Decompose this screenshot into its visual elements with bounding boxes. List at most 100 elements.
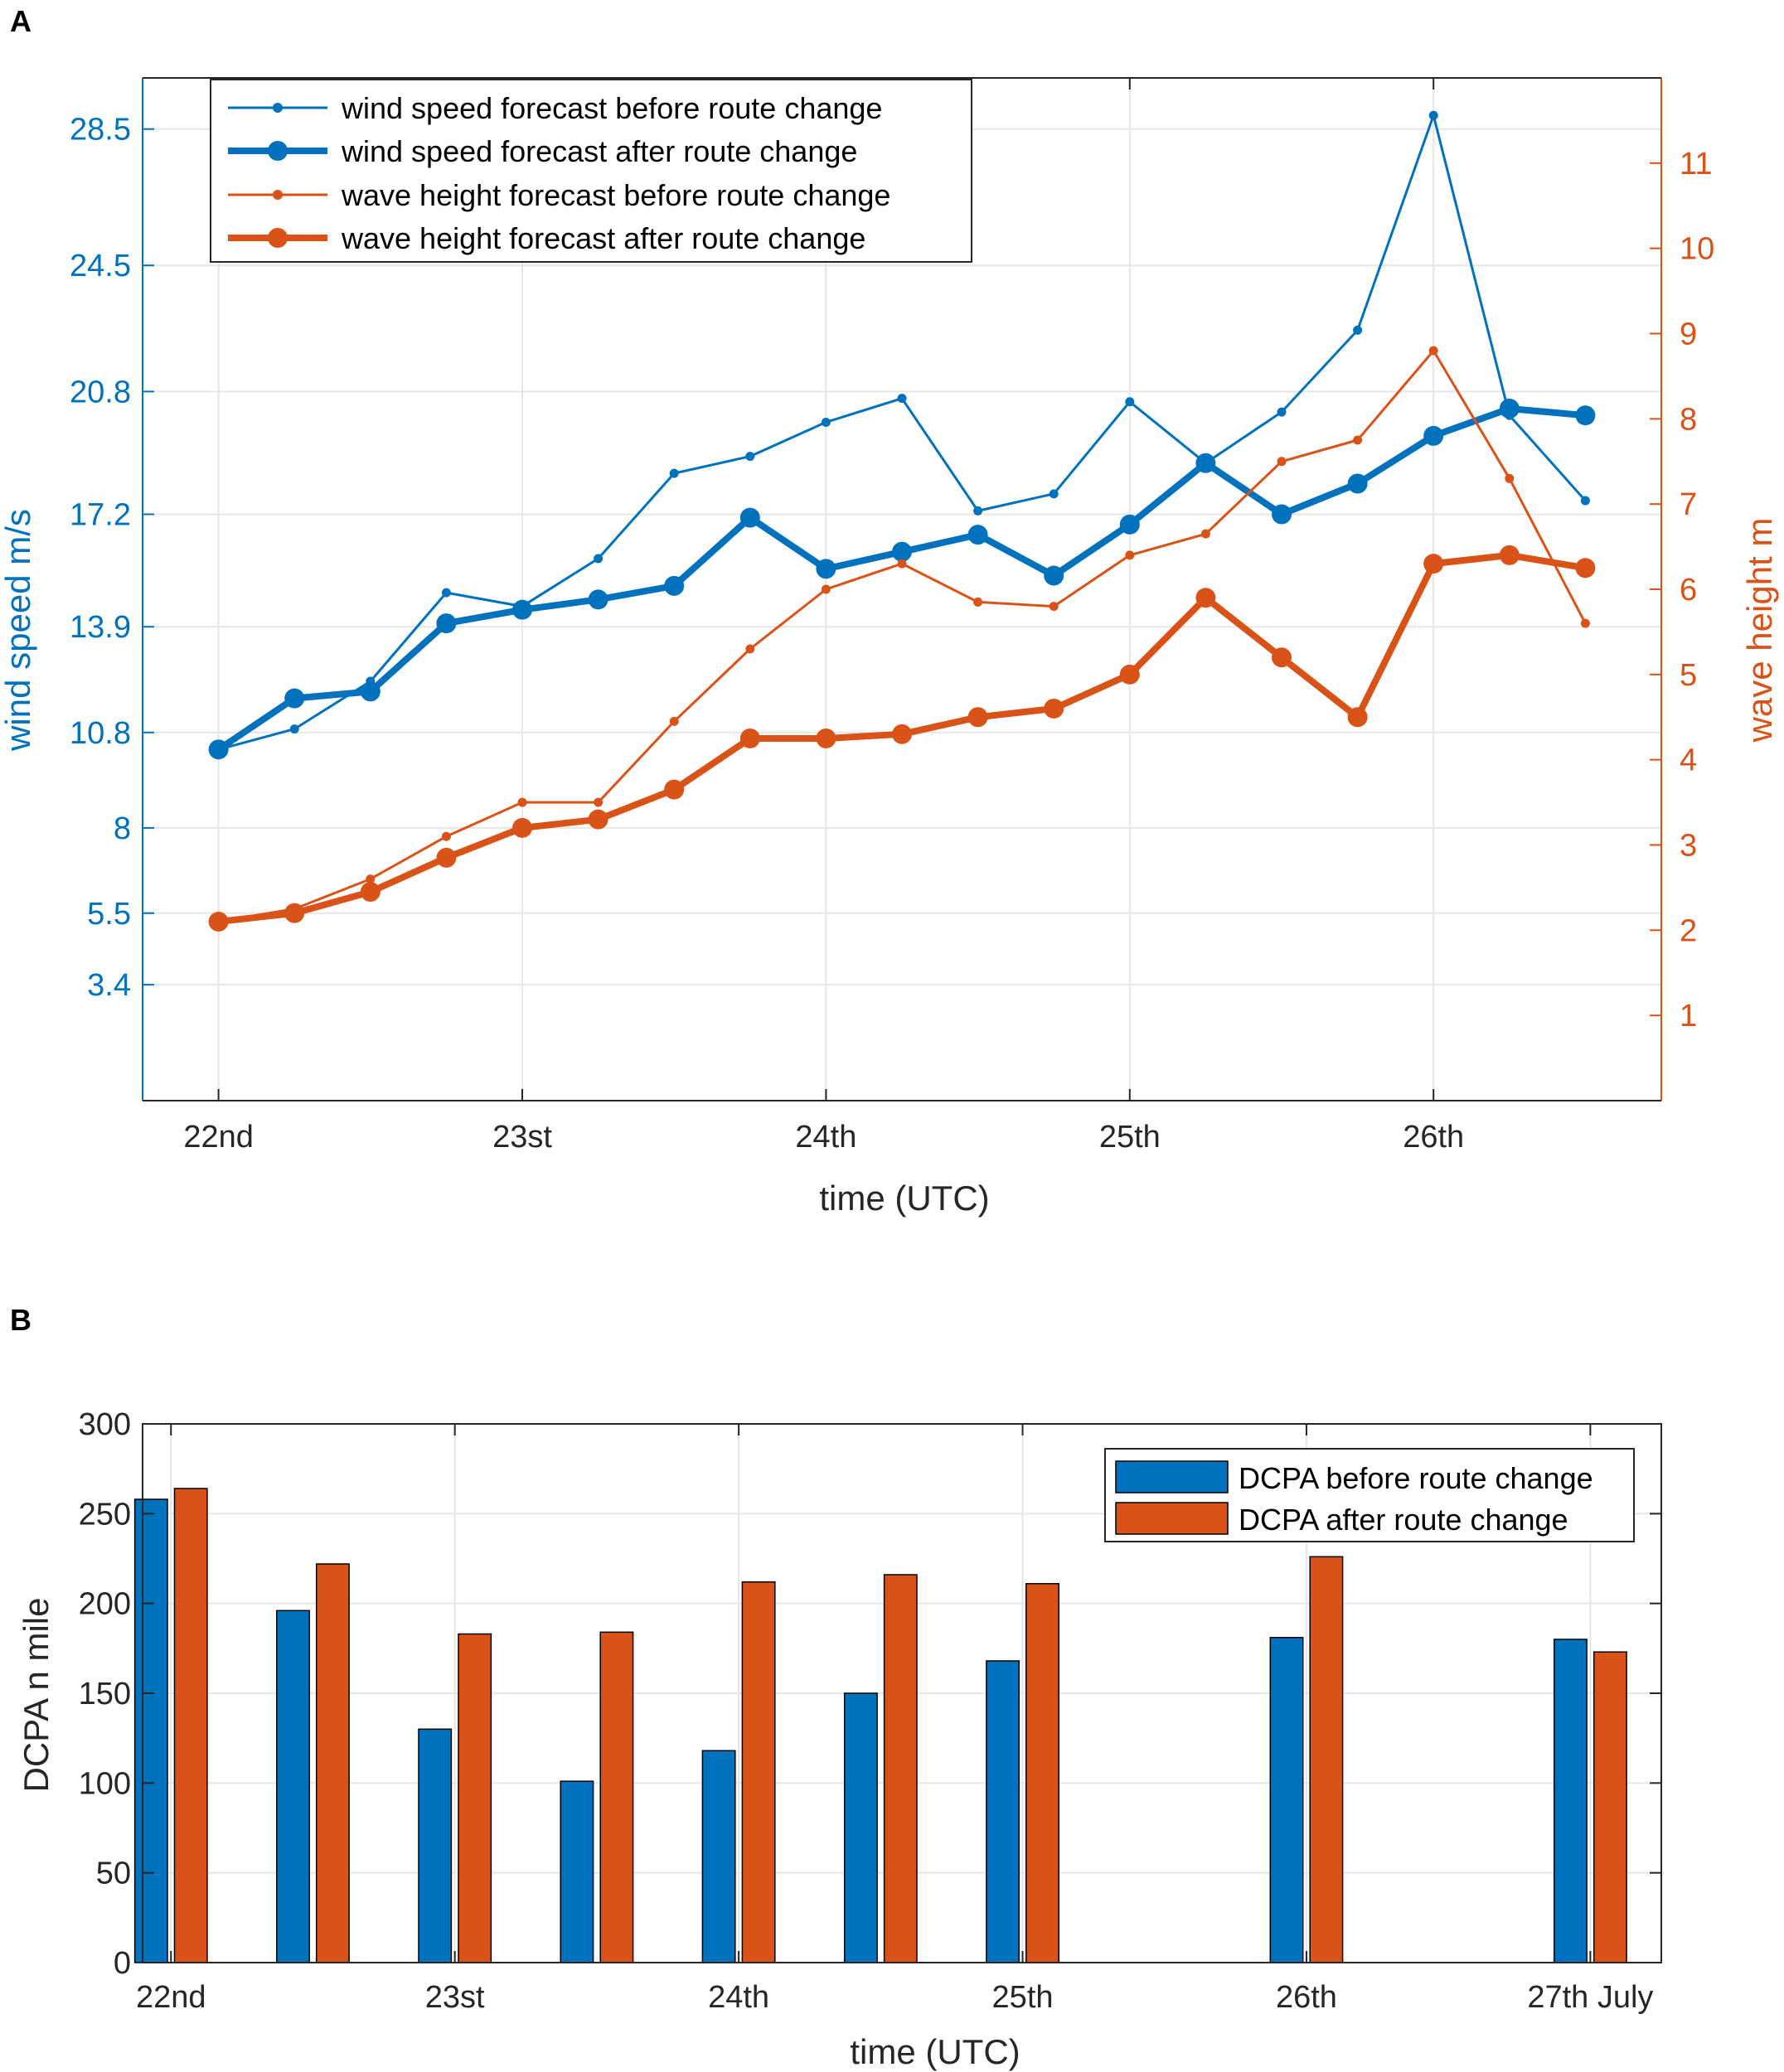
series-point: [816, 559, 836, 579]
series-point: [816, 728, 836, 748]
panel-a-left-axis-label: wind speed m/s: [0, 509, 37, 752]
bar: [599, 1631, 634, 1963]
bar: [1553, 1639, 1588, 1963]
series-point: [1499, 398, 1520, 419]
legend-item-wave-after: wave height forecast after route change: [228, 221, 865, 255]
panel-a-label: A: [10, 4, 32, 38]
panel-b-legend: DCPA before route change DCPA after rout…: [1104, 1448, 1635, 1542]
legend-label-dcpa-after: DCPA after route change: [1239, 1503, 1568, 1537]
series-point: [284, 688, 305, 709]
legend-swatch-dcpa-before: [1115, 1460, 1229, 1493]
legend-swatch-dcpa-after: [1115, 1502, 1229, 1535]
legend-item-dcpa-before: DCPA before route change: [1115, 1460, 1593, 1495]
series-point: [1428, 110, 1438, 120]
panel-a-left-tick-label: 24.5: [70, 249, 131, 283]
panel-a-right-tick-label: 10: [1680, 232, 1714, 267]
series-point: [1580, 496, 1590, 506]
series-point: [441, 588, 451, 598]
panel-b-y-axis-label: DCPA n mile: [17, 1598, 56, 1793]
bar: [133, 1498, 168, 1963]
panel-a-right-tick-label: 11: [1680, 147, 1712, 182]
bar: [1269, 1637, 1304, 1963]
series-point: [897, 394, 907, 404]
panel-a-x-tick-label: 22nd: [183, 1120, 254, 1155]
panel-a-legend-box: [210, 79, 972, 263]
series-point: [1272, 647, 1292, 668]
legend-marker-wind-before: [273, 103, 283, 113]
series-point: [1347, 473, 1368, 494]
bar: [560, 1780, 594, 1963]
panel-a-x-tick-label: 24th: [795, 1120, 856, 1155]
series-point: [745, 452, 755, 462]
legend-label-dcpa-before: DCPA before route change: [1239, 1461, 1593, 1495]
series-point: [1428, 346, 1438, 356]
panel-a-left-tick-label: 20.8: [70, 375, 131, 409]
panel-b-y-tick-label: 100: [79, 1766, 131, 1801]
panel-b-bars: [133, 1488, 1627, 1963]
series-point: [1580, 618, 1590, 628]
series-point: [1195, 588, 1216, 608]
series-point: [1044, 698, 1064, 719]
series-point: [1575, 558, 1596, 579]
panel-b-x-tick-label: 27th July: [1527, 1980, 1653, 2015]
series-point: [1044, 565, 1064, 586]
panel-a-left-tick-label: 8: [114, 811, 131, 846]
panel-a-right-axis-label: wave height m: [1740, 518, 1779, 743]
panel-b-x-tick-label: 26th: [1276, 1980, 1337, 2015]
series-point: [588, 809, 608, 830]
legend-marker-wave-before: [273, 190, 283, 200]
panel-b-dcpa-chart: B 22nd 23st 24th 25th 26th 27th July 0 50 100 150…: [10, 1303, 1662, 2071]
series-point: [1119, 514, 1140, 535]
panel-a-right-tick-label: 3: [1680, 829, 1697, 864]
panel-a-left-tick-label: 3.4: [87, 968, 131, 1003]
series-point: [436, 613, 457, 634]
series-point: [892, 541, 912, 562]
bar: [741, 1581, 776, 1963]
panel-a-right-tick-label: 1: [1680, 999, 1697, 1034]
series-point: [821, 417, 831, 427]
series-point: [892, 724, 912, 744]
legend-item-wave-before: wave height forecast before route change: [228, 178, 890, 212]
legend-item-wind-after: wind speed forecast after route change: [228, 134, 857, 168]
series-point: [594, 554, 604, 564]
series-point: [1277, 457, 1287, 467]
panel-a-left-tick-label: 17.2: [70, 498, 131, 533]
series-point: [284, 903, 305, 923]
series-point: [967, 707, 988, 728]
series-point: [588, 589, 608, 610]
series-point: [1347, 707, 1368, 728]
legend-item-wind-before: wind speed forecast before route change: [228, 91, 882, 125]
panel-a-x-tick-label: 23st: [492, 1120, 552, 1155]
series-point: [897, 559, 907, 569]
series-point: [1195, 453, 1216, 473]
series-point: [360, 681, 381, 702]
series-point: [669, 468, 679, 478]
series-point: [1125, 397, 1135, 407]
legend-marker-wave-after: [268, 228, 288, 248]
panel-a-left-tick-label: 10.8: [70, 716, 131, 751]
legend-label-wave-after: wave height forecast after route change: [341, 221, 865, 255]
panel-b-x-axis-label: time (UTC): [850, 2032, 1020, 2071]
bar: [1593, 1651, 1627, 1963]
series-point: [1200, 529, 1210, 539]
panel-b-x-tick-label: 25th: [992, 1980, 1054, 2015]
bar: [843, 1692, 878, 1963]
legend-label-wind-before: wind speed forecast before route change: [341, 91, 882, 125]
bar: [701, 1750, 736, 1963]
series-point: [1499, 545, 1520, 565]
panel-a-axes: 22nd 23st 24th 25th 26th 3.4 5.5 8 10.8 13.9 17.2 2…: [70, 77, 1714, 1155]
panel-a-right-tick-label: 2: [1680, 913, 1697, 948]
panel-b-y-tick-label: 250: [79, 1497, 131, 1532]
bar: [276, 1610, 310, 1963]
panel-a-right-tick-label: 5: [1680, 658, 1697, 693]
series-point: [1505, 473, 1515, 483]
series-point: [739, 507, 760, 528]
legend-label-wave-before: wave height forecast before route change: [341, 178, 890, 212]
series-point: [1423, 425, 1444, 446]
bar: [458, 1633, 492, 1963]
panel-a-right-tick-label: 4: [1680, 743, 1697, 778]
legend-label-wind-after: wind speed forecast after route change: [341, 134, 857, 168]
panel-a-x-axis-label: time (UTC): [819, 1179, 989, 1218]
series-point: [664, 779, 685, 800]
